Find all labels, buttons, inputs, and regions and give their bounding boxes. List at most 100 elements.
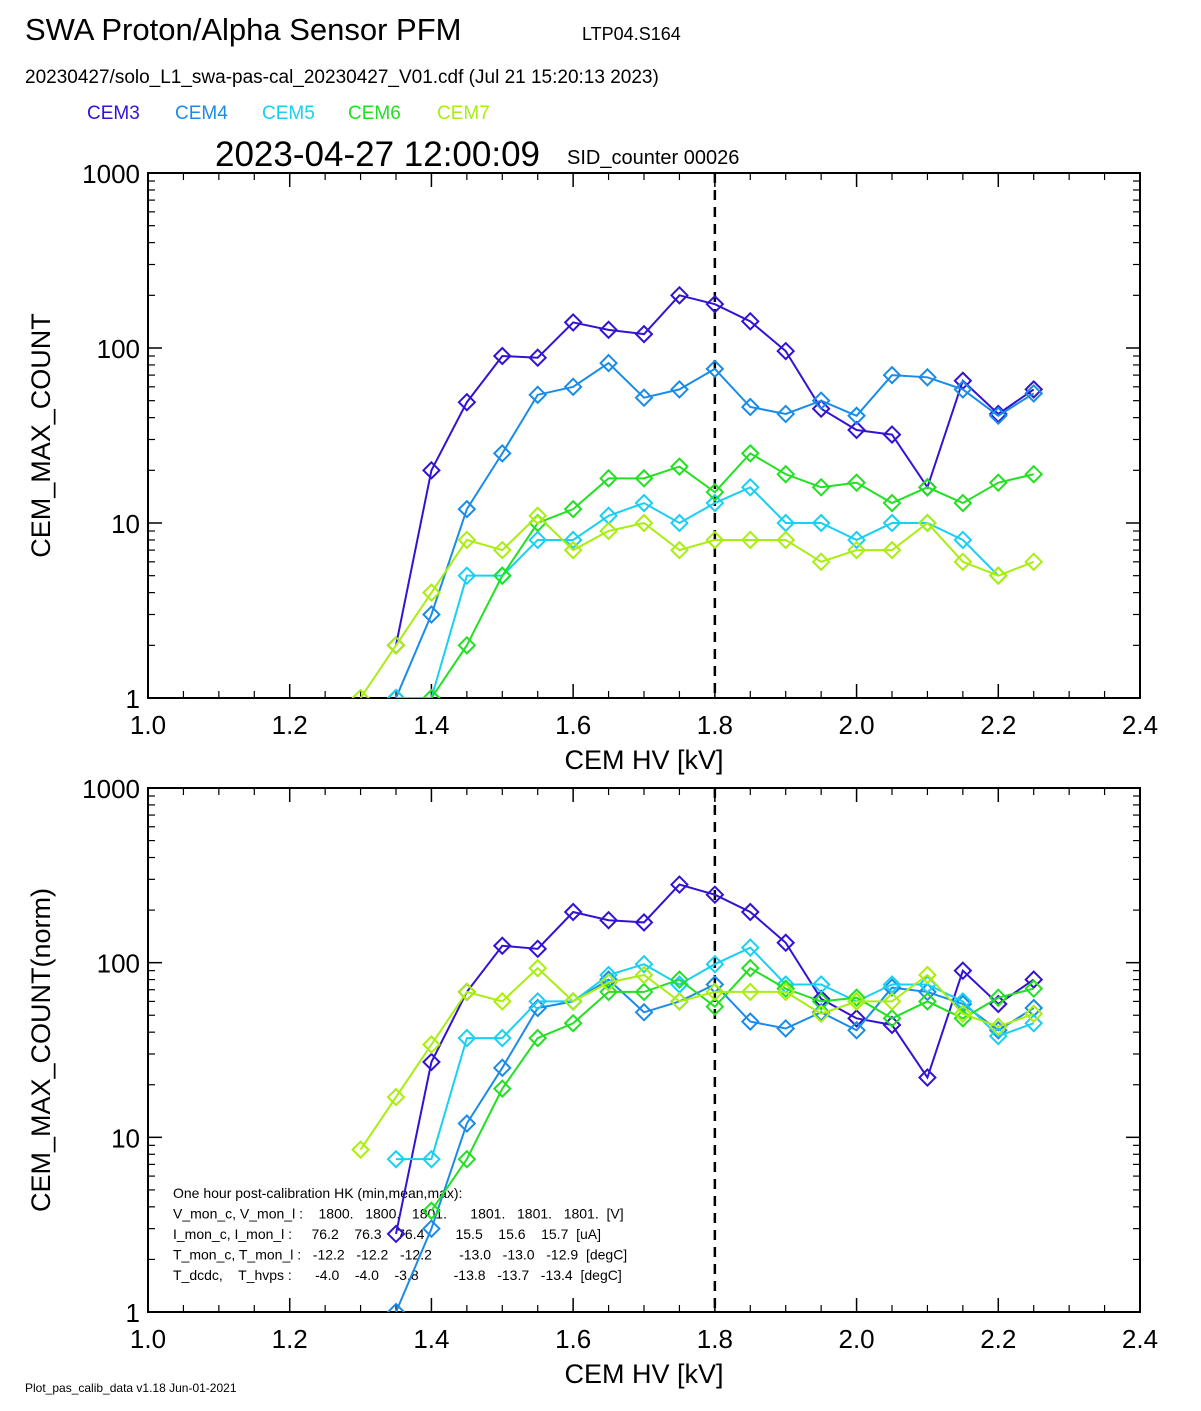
marker: [740, 311, 760, 331]
marker: [705, 997, 725, 1017]
marker: [492, 443, 512, 463]
marker: [634, 468, 654, 488]
marker: [422, 605, 441, 624]
series-line: [430, 966, 1034, 1212]
marker: [811, 513, 831, 533]
marker: [988, 1020, 1008, 1040]
marker: [740, 938, 760, 957]
plot-area: [351, 875, 1044, 1312]
marker: [918, 367, 937, 387]
x-tick-label: 2.2: [980, 710, 1016, 740]
marker: [351, 1140, 370, 1160]
marker: [386, 1149, 406, 1169]
marker: [492, 1079, 512, 1099]
x-tick-label: 1.0: [130, 1324, 166, 1354]
marker: [953, 1004, 973, 1024]
sid: SID_counter 00026: [567, 147, 739, 169]
marker: [847, 1008, 866, 1028]
marker: [953, 530, 973, 550]
marker: [705, 885, 725, 905]
marker: [670, 875, 689, 894]
marker: [811, 1004, 831, 1024]
marker: [953, 379, 973, 399]
marker: [634, 982, 654, 1002]
marker: [563, 540, 583, 560]
marker: [988, 566, 1008, 586]
marker: [847, 473, 866, 493]
marker: [740, 902, 760, 922]
x-tick-label: 1.8: [697, 1324, 733, 1354]
marker: [634, 965, 654, 985]
marker: [847, 988, 866, 1008]
marker: [634, 1002, 654, 1022]
marker: [988, 988, 1008, 1008]
marker: [882, 493, 902, 513]
marker: [882, 1008, 902, 1028]
marker: [457, 982, 477, 1002]
marker: [422, 1149, 441, 1169]
marker: [882, 365, 902, 385]
legend: CEM3 CEM4 CEM5 CEM6 CEM7: [87, 103, 490, 124]
marker: [705, 954, 725, 974]
marker: [776, 404, 796, 424]
marker: [528, 1028, 548, 1048]
marker: [492, 992, 512, 1011]
marker: [740, 958, 760, 978]
marker: [776, 982, 796, 1002]
marker: [918, 1068, 937, 1087]
annotation: One hour post-calibration HK (min,mean,m…: [173, 1185, 462, 1201]
marker: [563, 902, 583, 922]
x-tick-label: 1.6: [555, 710, 591, 740]
marker: [776, 464, 796, 484]
marker: [847, 420, 866, 440]
marker: [528, 506, 548, 526]
marker: [457, 499, 477, 519]
marker: [740, 443, 760, 463]
marker: [528, 958, 548, 978]
marker: [492, 1058, 512, 1078]
marker: [422, 460, 441, 480]
tag: LTP04.S164: [582, 24, 681, 44]
marker: [740, 530, 760, 550]
marker: [563, 499, 583, 519]
marker: [847, 992, 866, 1011]
legend-entry: CEM4: [175, 103, 228, 124]
x-tick-label: 1.2: [272, 1324, 308, 1354]
marker: [776, 979, 796, 999]
marker: [457, 1114, 477, 1133]
marker: [528, 385, 548, 405]
marker: [599, 353, 618, 373]
marker: [670, 540, 689, 560]
marker: [918, 477, 937, 497]
marker: [634, 513, 654, 533]
y-axis-label: CEM_MAX_COUNT(norm): [26, 888, 56, 1212]
marker: [1024, 979, 1044, 999]
y-tick-label: 10: [111, 1123, 140, 1153]
timestamp: 2023-04-27 12:00:09: [215, 135, 540, 174]
marker: [988, 1026, 1008, 1046]
marker: [882, 513, 902, 533]
marker: [422, 1035, 441, 1054]
y-tick-label: 1: [126, 1298, 140, 1328]
marker: [457, 392, 477, 412]
x-tick-label: 1.8: [697, 710, 733, 740]
marker: [457, 1028, 477, 1048]
marker: [492, 1028, 512, 1048]
marker: [563, 377, 583, 397]
marker: [705, 493, 725, 513]
marker: [776, 530, 796, 550]
marker: [422, 1219, 441, 1239]
marker: [1024, 379, 1044, 399]
y-tick-label: 100: [97, 949, 140, 979]
marker: [918, 982, 937, 1002]
legend-entry: CEM3: [87, 103, 140, 124]
marker: [705, 294, 725, 314]
marker: [670, 285, 689, 305]
marker: [386, 1224, 406, 1244]
x-axis-label: CEM HV [kV]: [564, 745, 723, 775]
marker: [705, 482, 725, 502]
marker: [422, 1052, 441, 1072]
y-tick-label: 1: [126, 684, 140, 714]
marker: [776, 341, 796, 361]
